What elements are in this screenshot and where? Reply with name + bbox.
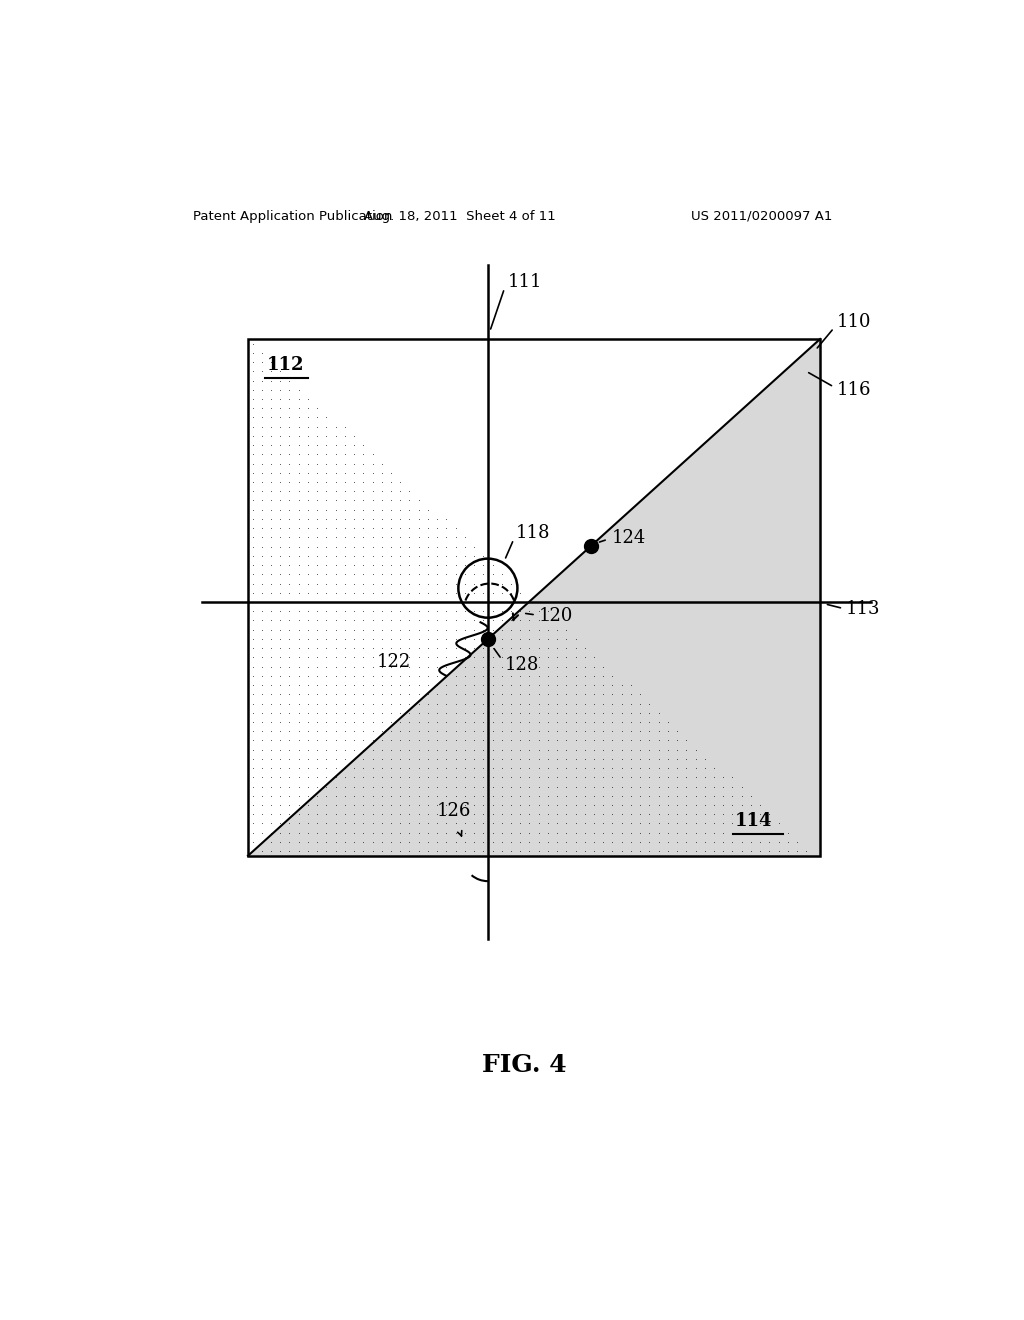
Text: 111: 111 bbox=[508, 273, 543, 290]
Text: 110: 110 bbox=[837, 313, 871, 331]
Text: 118: 118 bbox=[515, 524, 550, 541]
Text: FIG. 4: FIG. 4 bbox=[482, 1053, 567, 1077]
Text: 128: 128 bbox=[505, 656, 539, 675]
Bar bbox=[248, 339, 820, 855]
Polygon shape bbox=[248, 339, 820, 855]
Text: US 2011/0200097 A1: US 2011/0200097 A1 bbox=[691, 210, 833, 223]
Text: Aug. 18, 2011  Sheet 4 of 11: Aug. 18, 2011 Sheet 4 of 11 bbox=[365, 210, 556, 223]
Text: 124: 124 bbox=[611, 529, 646, 548]
Text: 126: 126 bbox=[437, 803, 471, 821]
Text: 122: 122 bbox=[377, 653, 412, 671]
Text: 113: 113 bbox=[846, 601, 881, 618]
Text: 120: 120 bbox=[539, 607, 573, 624]
Text: 112: 112 bbox=[266, 356, 304, 374]
Text: 114: 114 bbox=[735, 812, 773, 830]
Text: 116: 116 bbox=[837, 380, 871, 399]
Text: Patent Application Publication: Patent Application Publication bbox=[193, 210, 392, 223]
